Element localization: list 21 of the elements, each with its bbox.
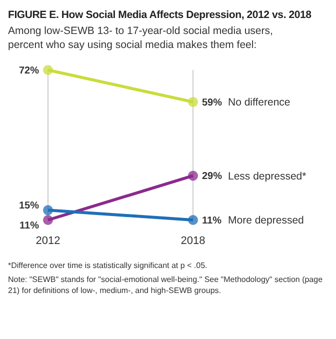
data-label: 29% xyxy=(202,171,222,182)
data-label: 11% xyxy=(202,216,222,226)
point xyxy=(188,170,198,181)
data-label: 15% xyxy=(18,200,40,212)
data-label: 59% xyxy=(202,97,222,108)
data-label: 72% xyxy=(18,66,40,76)
point xyxy=(43,215,53,225)
text: Less depressed* xyxy=(228,170,306,182)
text: Note: "SEWB" stands for "social-emotional well-being." See "Methodology" section (page 21) for definitions of low-, medium-, and high-SEWB groups. xyxy=(8,274,324,296)
chart-subtitle: Among low-SEWB 13- to 17-year-old social media users, percent who say using social media makes them feel: xyxy=(8,24,274,52)
point xyxy=(43,65,53,75)
text: *Difference over time is statistically significant at p < .05. xyxy=(8,260,208,271)
point xyxy=(188,96,198,107)
point xyxy=(43,205,53,216)
data-label: 11% xyxy=(20,220,40,232)
x-tick-label: 2012 xyxy=(36,234,60,247)
text: More depressed xyxy=(228,214,304,227)
x-tick-label: 2018 xyxy=(180,234,206,247)
text: No difference xyxy=(228,96,290,109)
chart-title: FIGURE E. How Social Media Affects Depression, 2012 vs. 2018 xyxy=(8,8,312,23)
point xyxy=(188,215,198,225)
